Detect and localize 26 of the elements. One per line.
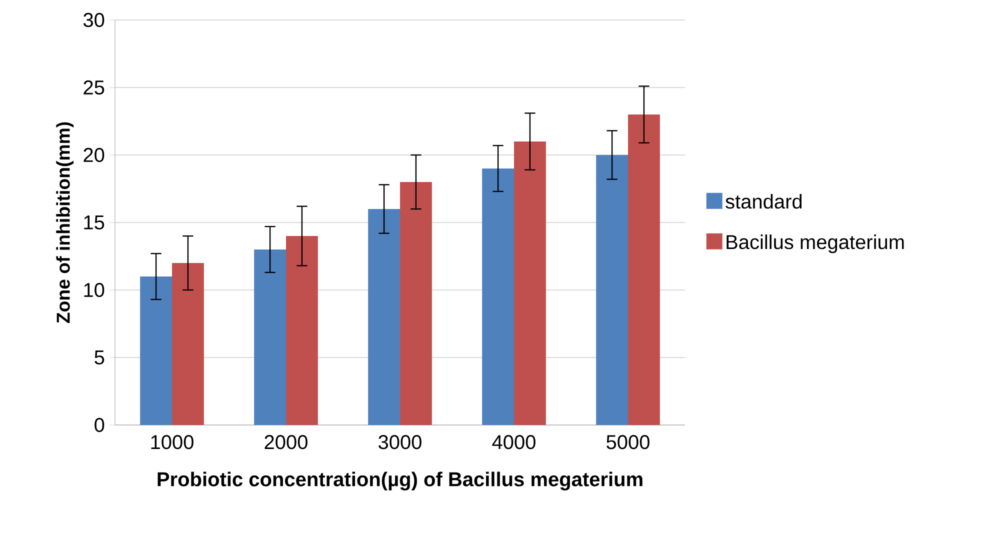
bar: [140, 276, 172, 425]
y-tick-label: 30: [83, 12, 104, 28]
bar: [482, 168, 514, 425]
x-tick-label: 3000: [378, 435, 422, 450]
y-tick-label: 25: [84, 80, 104, 95]
y-tick-label: 10: [84, 282, 104, 298]
bar: [400, 182, 432, 425]
x-tick-label: 2000: [264, 435, 308, 450]
x-tick-label: 1000: [151, 435, 194, 450]
y-tick-label: 20: [84, 148, 104, 162]
y-tick-label: 15: [84, 216, 104, 230]
y-tick-label: 0: [94, 418, 104, 432]
y-tick-label: 5: [94, 350, 104, 364]
bar: [172, 263, 204, 425]
bar: [596, 154, 628, 425]
x-axis-title: Probiotic concentration(µg) of Bacillus megaterium: [158, 472, 642, 490]
legend-label: standard: [726, 194, 802, 209]
bar: [514, 142, 546, 425]
bar: [368, 208, 400, 425]
legend-label: Bacillus megaterium: [726, 234, 904, 254]
x-tick-label: 5000: [606, 435, 650, 450]
x-tick-label: 4000: [492, 435, 536, 450]
y-axis-title: Zone of inhibition(mm): [56, 122, 74, 324]
bar: [286, 236, 318, 425]
bar: [254, 249, 286, 425]
bar: [628, 114, 660, 425]
